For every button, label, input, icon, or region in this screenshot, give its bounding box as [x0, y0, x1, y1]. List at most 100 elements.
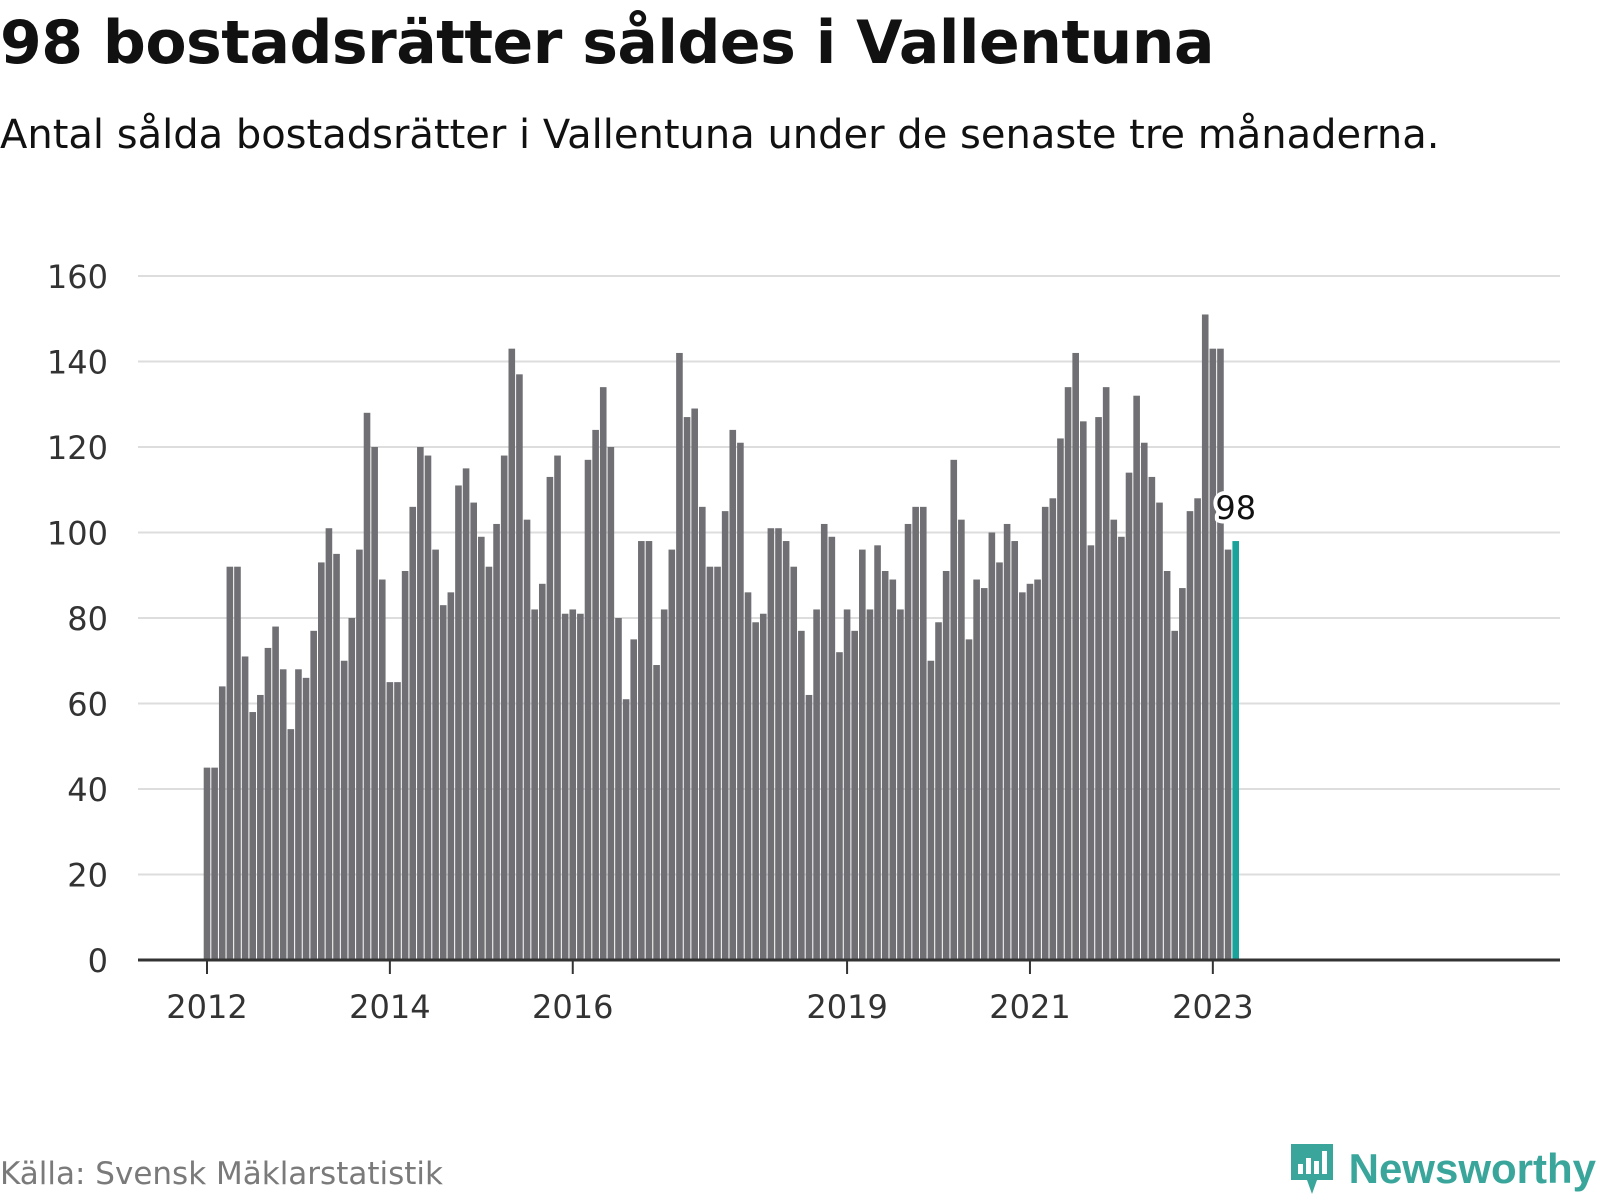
- bar: [874, 545, 881, 960]
- bar: [866, 609, 874, 960]
- bar: [744, 592, 752, 960]
- y-tick-label: 100: [47, 515, 108, 553]
- bar: [500, 455, 508, 960]
- bar: [1156, 502, 1163, 960]
- bar: [1064, 387, 1072, 960]
- bar: [790, 566, 798, 960]
- bar: [737, 442, 744, 961]
- bar: [660, 609, 668, 960]
- bar: [706, 566, 714, 960]
- bar: [538, 583, 546, 960]
- brand-name: Newsworthy: [1348, 1145, 1596, 1192]
- bar: [622, 699, 630, 960]
- bar: [638, 541, 645, 960]
- bar: [1201, 314, 1209, 961]
- bar: [843, 609, 851, 960]
- bar: [988, 532, 996, 960]
- y-tick-label: 60: [67, 686, 108, 724]
- x-tick-label: 2019: [806, 988, 887, 1026]
- bar: [470, 502, 477, 960]
- bar: [1095, 417, 1102, 961]
- bar: [942, 570, 950, 960]
- bar: [1049, 498, 1057, 960]
- bar: [577, 613, 584, 960]
- bar: [478, 536, 485, 960]
- bar: [767, 528, 775, 960]
- bar: [950, 459, 958, 960]
- bar: [980, 588, 988, 960]
- bar: [439, 605, 447, 960]
- bar: [729, 429, 737, 960]
- bar: [607, 447, 615, 960]
- brand-logo[interactable]: Newsworthy: [1287, 1140, 1596, 1198]
- bar: [996, 562, 1003, 960]
- bar: [759, 613, 767, 960]
- bar: [310, 630, 317, 960]
- bar: [348, 618, 356, 960]
- bar: [653, 665, 660, 960]
- bar: [485, 566, 493, 960]
- y-tick-label: 40: [67, 771, 108, 809]
- bar: [1148, 476, 1156, 960]
- bar: [340, 660, 348, 960]
- bar: [851, 630, 858, 960]
- bar: [378, 579, 386, 960]
- bar: [249, 712, 257, 960]
- bar: [1102, 387, 1110, 960]
- bar: [386, 682, 394, 961]
- bar: [401, 570, 409, 960]
- bar: [881, 570, 889, 960]
- bar: [554, 455, 561, 960]
- bar: [859, 549, 866, 960]
- bar: [295, 669, 302, 960]
- bar: [447, 592, 455, 960]
- bar: [615, 618, 622, 960]
- bar: [432, 549, 439, 960]
- bar: [272, 626, 279, 960]
- bar: [1194, 498, 1201, 960]
- bar: [927, 660, 935, 960]
- bar: [897, 609, 904, 960]
- annotations: 98: [1211, 485, 1260, 531]
- newsworthy-logo-icon: [1290, 1144, 1333, 1194]
- bar: [592, 429, 599, 960]
- bar: [1110, 519, 1118, 960]
- bar: [645, 541, 653, 960]
- y-tick-label: 140: [47, 344, 108, 382]
- y-tick-label: 160: [47, 258, 108, 296]
- bar: [752, 622, 759, 960]
- bars: [203, 314, 1239, 961]
- bar: [805, 694, 813, 960]
- bar: [1163, 570, 1171, 960]
- x-tick-label: 2012: [166, 988, 247, 1026]
- bar: [1209, 348, 1217, 960]
- bar: [333, 553, 340, 961]
- bar: [889, 579, 897, 960]
- bar: [1034, 579, 1041, 960]
- y-tick-label: 80: [67, 600, 108, 638]
- bar: [318, 562, 325, 960]
- bar: [813, 609, 820, 960]
- bar: [1125, 472, 1133, 960]
- bar: [714, 566, 721, 960]
- bar: [958, 519, 965, 960]
- bar: [721, 511, 729, 961]
- bar: [599, 387, 607, 960]
- bar: [904, 523, 912, 960]
- bar: [699, 506, 706, 960]
- x-axis-ticks: 2012 2014 2016 2019 2021 2023: [138, 958, 1560, 1026]
- bar: [828, 536, 836, 960]
- bar: [683, 417, 691, 961]
- bar: [424, 455, 432, 960]
- bar: [569, 609, 577, 960]
- bar: [203, 767, 211, 961]
- bar: [1171, 630, 1179, 960]
- bar: [798, 630, 805, 960]
- bar: [287, 729, 295, 960]
- x-tick-label: 2023: [1172, 988, 1253, 1026]
- y-tick-label: 0: [88, 942, 108, 980]
- bar: [257, 694, 264, 960]
- bar: [394, 682, 401, 961]
- bar: [1019, 592, 1026, 960]
